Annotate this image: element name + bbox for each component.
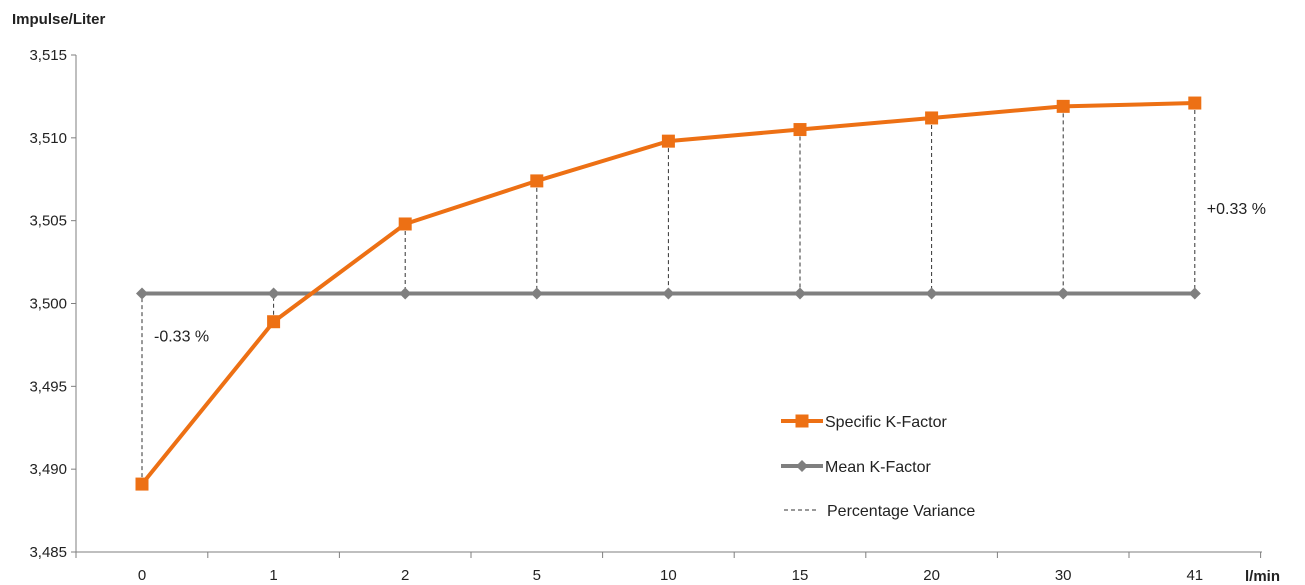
specific-k-factor-point [1056, 99, 1070, 113]
mean-k-factor-point [1188, 287, 1201, 300]
mean-k-factor-point [662, 287, 675, 300]
y-tick-label: 3,495 [29, 378, 67, 395]
y-tick-label: 3,500 [29, 296, 67, 313]
mean-k-factor-point [136, 287, 148, 300]
x-tick-label: 5 [533, 567, 541, 584]
specific-k-factor-point [661, 134, 675, 148]
legend-marker [796, 460, 808, 472]
y-tick-label: 3,510 [29, 130, 67, 147]
mean-k-factor-point [925, 287, 938, 300]
variance-label-min: -0.33 % [154, 329, 209, 346]
series-layer [135, 96, 1202, 491]
legend-label: Mean K-Factor [825, 459, 931, 476]
mean-k-factor-point [530, 287, 543, 300]
variance-label-max: +0.33 % [1207, 201, 1266, 218]
legend-label: Percentage Variance [827, 503, 975, 520]
legend-marker [795, 414, 809, 428]
specific-k-factor-point [135, 477, 149, 491]
mean-k-factor-point [267, 287, 280, 300]
specific-k-factor-point [1188, 96, 1202, 110]
y-axis-title: Impulse/Liter [12, 11, 106, 28]
x-tick-label: 2 [401, 567, 409, 584]
y-tick-label: 3,485 [29, 544, 67, 561]
variance-lines [141, 103, 1196, 485]
x-tick-label: 15 [792, 567, 809, 584]
specific-k-factor-point [267, 315, 281, 329]
x-tick-label: 0 [138, 567, 146, 584]
x-tick-label: 41 [1186, 567, 1203, 584]
specific-k-factor-point [398, 217, 412, 231]
x-tick-label: 1 [269, 567, 277, 584]
axes: 3,485 3,490 3,495 3,500 3,505 3,510 3,515 0 1 2 5 1… [29, 47, 1262, 584]
x-tick-label: 10 [660, 567, 677, 584]
legend: Specific K-Factor Mean K-Factor Percentage… [781, 414, 975, 520]
annotations: -0.33 % +0.33 % [154, 201, 1266, 346]
mean-k-factor-point [794, 287, 806, 300]
specific-k-factor-point [793, 123, 807, 137]
x-tick-label: 30 [1055, 567, 1072, 584]
specific-k-factor-point [530, 174, 544, 188]
y-tick-label: 3,505 [29, 213, 67, 230]
mean-k-factor-point [1057, 287, 1070, 300]
x-axis-title: l/min [1245, 568, 1280, 585]
y-tick-label: 3,515 [29, 47, 67, 64]
legend-label: Specific K-Factor [825, 414, 947, 431]
y-tick-label: 3,490 [29, 461, 67, 478]
specific-k-factor-point [925, 111, 939, 125]
x-tick-label: 20 [923, 567, 940, 584]
mean-k-factor-point [399, 287, 412, 300]
